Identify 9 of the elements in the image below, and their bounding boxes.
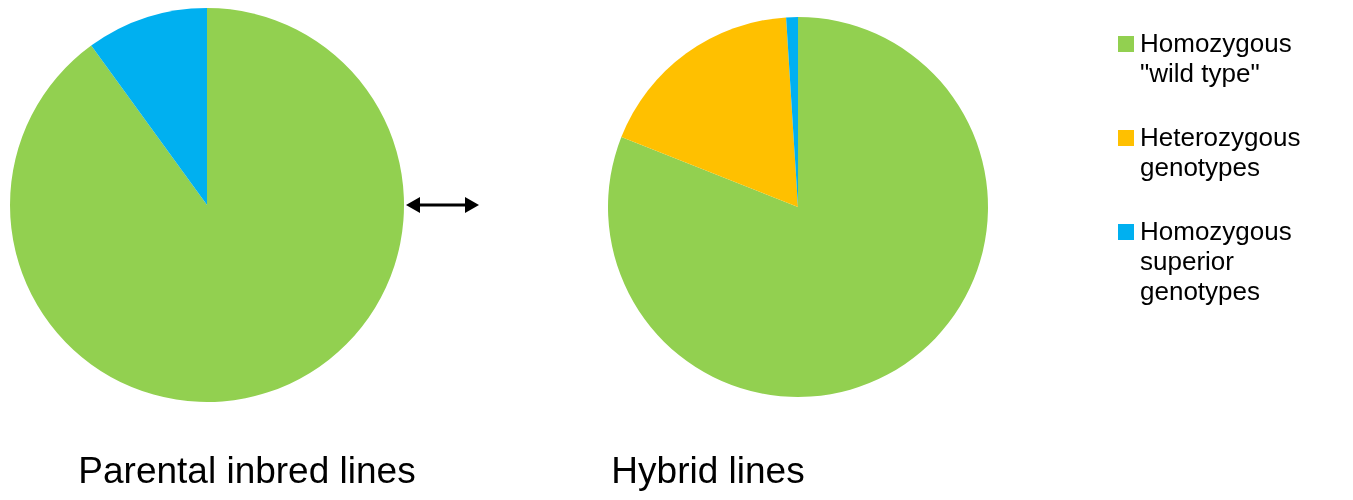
legend-label: Homozygous "wild type" [1140,28,1292,88]
legend-label: Homozygous superior genotypes [1140,216,1292,306]
legend-label: Heterozygous genotypes [1140,122,1301,182]
pie-slice [621,17,798,207]
text: Parental inbred lines [78,450,416,491]
pie-slice [608,17,988,397]
text: Hybrid lines [611,450,805,491]
pie-slice [91,8,207,205]
pie-slice [10,8,404,402]
